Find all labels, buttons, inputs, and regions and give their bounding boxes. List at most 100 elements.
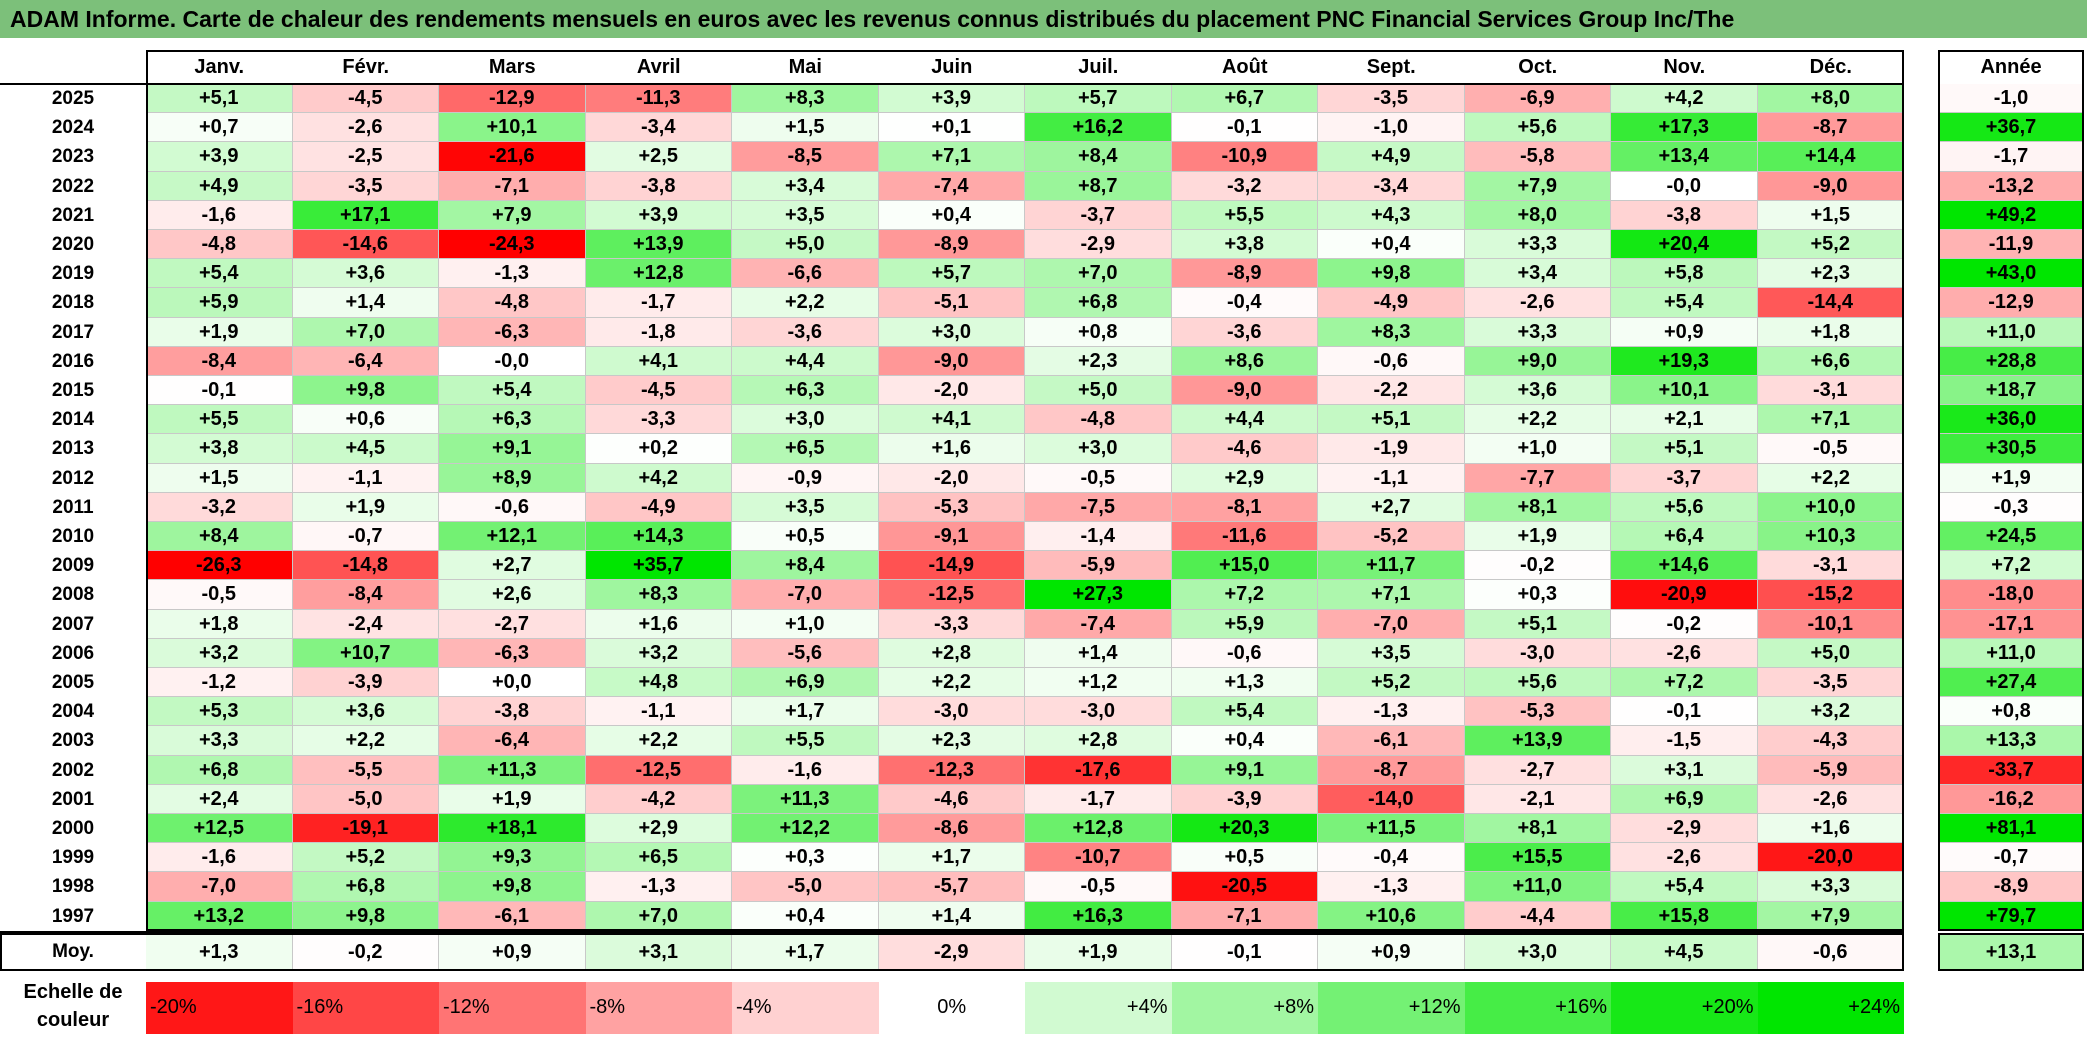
heatmap-cell: -3,5 <box>1757 668 1904 698</box>
annual-cell: +13,3 <box>1938 726 2084 756</box>
heatmap-cell: +5,1 <box>1318 405 1465 435</box>
heatmap-cell: +16,3 <box>1025 901 1172 931</box>
heatmap-cell: +1,0 <box>732 609 879 639</box>
heatmap-cell: -1,6 <box>146 843 293 873</box>
heatmap-cell: +2,2 <box>1464 405 1611 435</box>
heatmap-cell: +7,2 <box>1171 580 1318 610</box>
heatmap-cell: +0,4 <box>1171 726 1318 756</box>
heatmap-cell: +4,9 <box>1318 142 1465 172</box>
heatmap-cell: -2,7 <box>1464 755 1611 785</box>
heatmap-cell: +4,1 <box>585 346 732 376</box>
heatmap-cell: -10,7 <box>1025 843 1172 873</box>
year-label: 2012 <box>51 467 95 489</box>
annual-cell: +36,0 <box>1938 405 2084 435</box>
annual-cell: -33,7 <box>1938 755 2084 785</box>
heatmap-cell: -3,8 <box>439 697 586 727</box>
heatmap-cell: +2,7 <box>439 551 586 581</box>
heatmap-cell: +7,0 <box>1025 259 1172 289</box>
average-cell: +0,9 <box>439 934 586 969</box>
heatmap-cell: +5,7 <box>878 259 1025 289</box>
heatmap-cell: +1,3 <box>1171 668 1318 698</box>
heatmap-cell: +5,5 <box>146 405 293 435</box>
heatmap-cell: +13,4 <box>1611 142 1758 172</box>
average-cell: -2,9 <box>878 934 1025 969</box>
heatmap-cell: +5,0 <box>1025 376 1172 406</box>
annual-cell: -12,9 <box>1938 288 2084 318</box>
heatmap-cell: +7,9 <box>1464 171 1611 201</box>
scale-swatch: -16% <box>292 982 439 1034</box>
heatmap-cell: -14,6 <box>292 230 439 260</box>
heatmap-cell: -1,3 <box>439 259 586 289</box>
average-cell: +1,7 <box>732 934 879 969</box>
heatmap-cell: -3,5 <box>292 171 439 201</box>
heatmap-cell: -4,3 <box>1757 726 1904 756</box>
heatmap-cell: +13,9 <box>585 230 732 260</box>
heatmap-cell: -4,6 <box>1171 434 1318 464</box>
heatmap-cell: +12,2 <box>732 814 879 844</box>
heatmap-cell: +1,9 <box>439 784 586 814</box>
month-header: Juil. <box>1025 50 1172 84</box>
heatmap-cell: +8,4 <box>732 551 879 581</box>
annual-cell: +27,4 <box>1938 668 2084 698</box>
heatmap-cell: -15,2 <box>1757 580 1904 610</box>
year-label: 2014 <box>51 409 95 431</box>
heatmap-cell: +4,4 <box>1171 405 1318 435</box>
heatmap-cell: +5,4 <box>1171 697 1318 727</box>
year-label: 2018 <box>51 292 95 314</box>
heatmap-cell: -3,9 <box>1171 784 1318 814</box>
heatmap-cell: -5,0 <box>292 784 439 814</box>
scale-swatch: -20% <box>146 982 293 1034</box>
heatmap-cell: -1,5 <box>1611 726 1758 756</box>
heatmap-cell: -3,0 <box>1025 697 1172 727</box>
heatmap-cell: +5,6 <box>1464 668 1611 698</box>
heatmap-cell: +4,1 <box>878 405 1025 435</box>
annual-cell: -1,0 <box>1938 84 2084 114</box>
heatmap-cell: -9,1 <box>878 522 1025 552</box>
heatmap-cell: +35,7 <box>585 551 732 581</box>
heatmap-cell: +9,8 <box>1318 259 1465 289</box>
heatmap-cell: -1,7 <box>1025 784 1172 814</box>
annual-cell: -13,2 <box>1938 171 2084 201</box>
year-label: 2007 <box>51 613 95 635</box>
heatmap-cell: +3,3 <box>1464 317 1611 347</box>
heatmap-cell: -5,2 <box>1318 522 1465 552</box>
heatmap-cell: -14,9 <box>878 551 1025 581</box>
year-label: 2004 <box>51 701 95 723</box>
year-label: 1997 <box>51 905 95 927</box>
heatmap-cell: -4,8 <box>1025 405 1172 435</box>
month-header: Sept. <box>1318 50 1465 84</box>
heatmap-cell: -3,4 <box>585 113 732 143</box>
heatmap-cell: +11,0 <box>1464 872 1611 902</box>
heatmap-cell: +5,1 <box>1464 609 1611 639</box>
heatmap-cell: -4,9 <box>1318 288 1465 318</box>
year-label: 2021 <box>51 204 95 226</box>
heatmap-cell: -3,9 <box>292 668 439 698</box>
heatmap-cell: +5,2 <box>1318 668 1465 698</box>
heatmap-cell: +2,3 <box>878 726 1025 756</box>
year-label: 2020 <box>51 234 95 255</box>
heatmap-cell: -3,8 <box>585 171 732 201</box>
heatmap-cell: -5,5 <box>292 755 439 785</box>
heatmap-cell: -5,6 <box>732 638 879 668</box>
heatmap-cell: +11,3 <box>732 784 879 814</box>
heatmap-cell: +3,6 <box>292 697 439 727</box>
annual-cell: +7,2 <box>1938 551 2084 581</box>
heatmap-cell: +2,8 <box>878 638 1025 668</box>
average-separator <box>0 930 1904 933</box>
heatmap-cell: +3,0 <box>878 317 1025 347</box>
heatmap-cell: +4,4 <box>732 346 879 376</box>
heatmap-cell: +12,8 <box>1025 814 1172 844</box>
year-label: 2023 <box>51 146 95 168</box>
heatmap-cell: -3,2 <box>1171 171 1318 201</box>
heatmap-cell: -5,9 <box>1025 551 1172 581</box>
heatmap-cell: +2,2 <box>292 726 439 756</box>
heatmap-cell: +3,2 <box>146 638 293 668</box>
heatmap-cell: +3,4 <box>1464 259 1611 289</box>
heatmap-cell: -2,9 <box>1611 814 1758 844</box>
heatmap-cell: +1,7 <box>732 697 879 727</box>
heatmap-cell: +15,5 <box>1464 843 1611 873</box>
heatmap-cell: -7,1 <box>439 171 586 201</box>
heatmap-cell: +0,3 <box>732 843 879 873</box>
heatmap-cell: +5,2 <box>292 843 439 873</box>
month-header: Oct. <box>1464 50 1611 84</box>
